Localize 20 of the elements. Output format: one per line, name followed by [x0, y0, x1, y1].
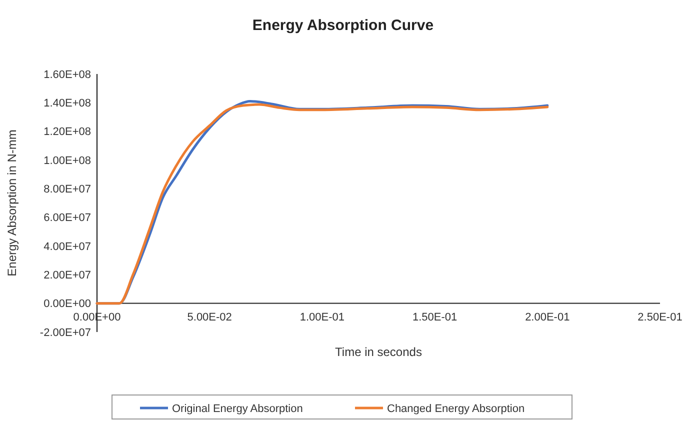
x-tick-label: 2.00E-01: [525, 311, 570, 324]
chart-title: Energy Absorption Curve: [252, 17, 434, 34]
y-tick-label: 1.00E+08: [44, 154, 91, 167]
y-tick-label: 1.60E+08: [44, 68, 91, 81]
x-tick-label: 1.50E-01: [412, 311, 458, 324]
y-tick-label: 1.40E+08: [44, 98, 91, 110]
x-axis-title: Time in seconds: [335, 345, 422, 359]
x-tick-label: 1.00E-01: [300, 311, 345, 324]
y-tick-label: 8.00E+07: [44, 184, 91, 196]
legend-label: Original Energy Absorption: [172, 402, 303, 415]
y-tick-label: -2.00E+07: [40, 326, 91, 339]
x-tick-label: 5.00E-02: [187, 311, 232, 324]
y-axis-title: Energy Absorption in N-mm: [5, 130, 19, 276]
x-tick-label: 2.50E-01: [638, 311, 682, 324]
y-tick-label: 2.00E+07: [44, 270, 91, 282]
y-tick-label: 1.20E+08: [44, 126, 91, 138]
y-tick-label: 6.00E+07: [44, 212, 91, 224]
y-tick-label: 4.00E+07: [44, 240, 91, 253]
y-tick-label: 0.00E+00: [44, 298, 91, 310]
legend-label: Changed Energy Absorption: [387, 402, 525, 415]
